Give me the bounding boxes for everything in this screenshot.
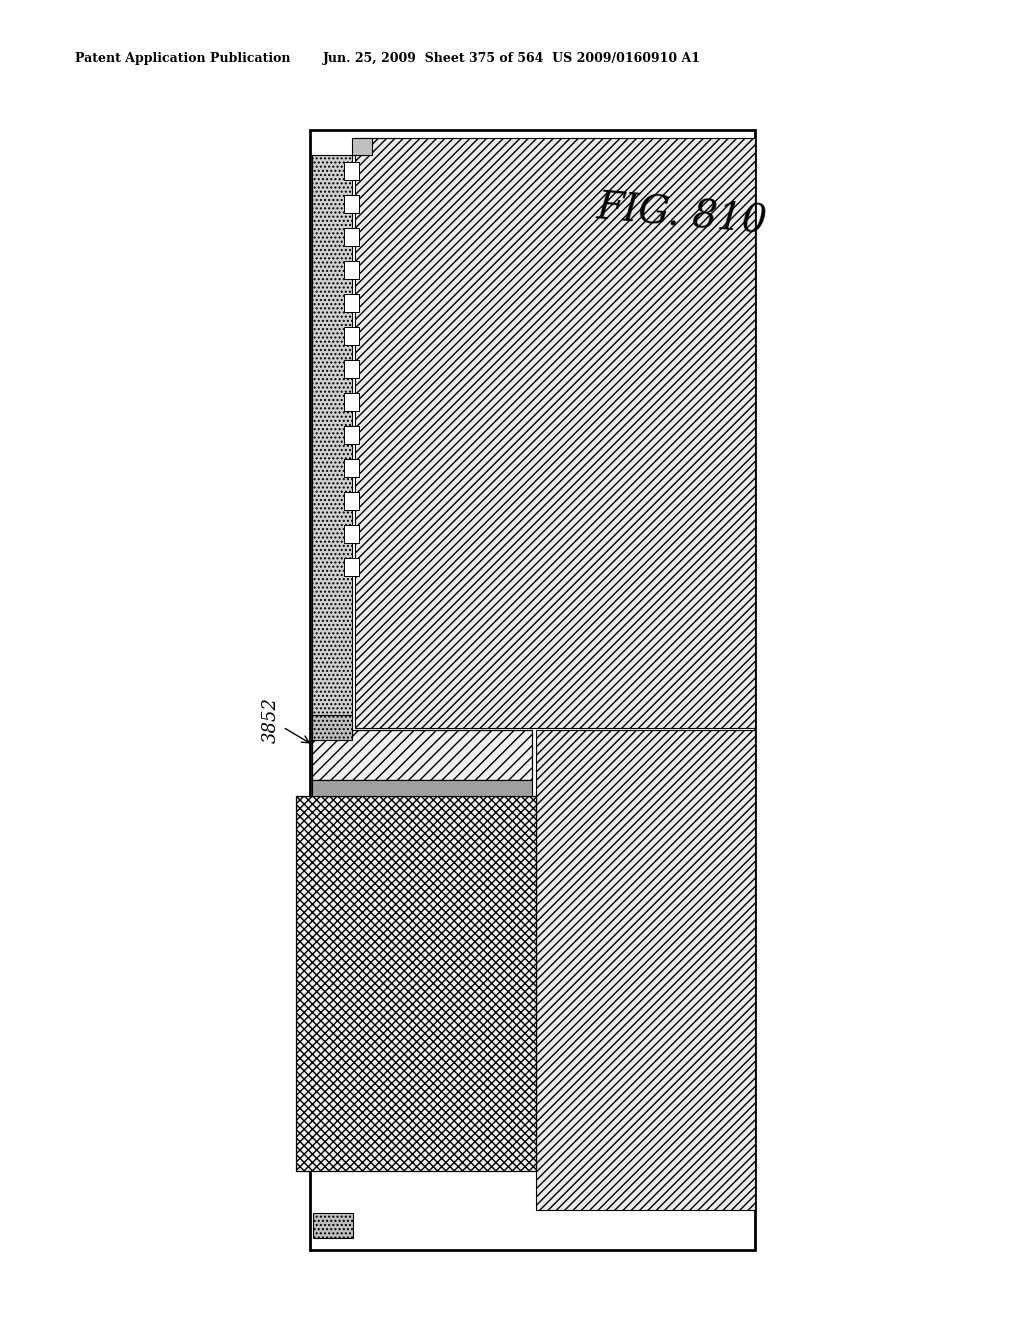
Bar: [344, 360, 359, 378]
Bar: [296, 796, 536, 1171]
Bar: [536, 730, 755, 1210]
Bar: [344, 162, 359, 180]
Bar: [344, 459, 359, 477]
Bar: [355, 139, 755, 729]
Bar: [312, 730, 532, 780]
Text: 3852: 3852: [262, 697, 309, 743]
Bar: [310, 129, 755, 1250]
Text: Patent Application Publication: Patent Application Publication: [75, 51, 291, 65]
Bar: [313, 1213, 353, 1238]
Bar: [344, 195, 359, 213]
Bar: [344, 327, 359, 345]
Text: FIG. 810: FIG. 810: [595, 189, 769, 240]
Bar: [312, 154, 352, 725]
Bar: [344, 294, 359, 312]
Bar: [344, 525, 359, 543]
Bar: [312, 715, 352, 741]
Bar: [312, 780, 532, 796]
Bar: [344, 558, 359, 576]
Bar: [344, 492, 359, 510]
Bar: [344, 228, 359, 246]
Text: Jun. 25, 2009  Sheet 375 of 564  US 2009/0160910 A1: Jun. 25, 2009 Sheet 375 of 564 US 2009/0…: [323, 51, 701, 65]
Bar: [352, 139, 372, 154]
Bar: [344, 426, 359, 444]
Bar: [344, 393, 359, 411]
Bar: [344, 261, 359, 279]
